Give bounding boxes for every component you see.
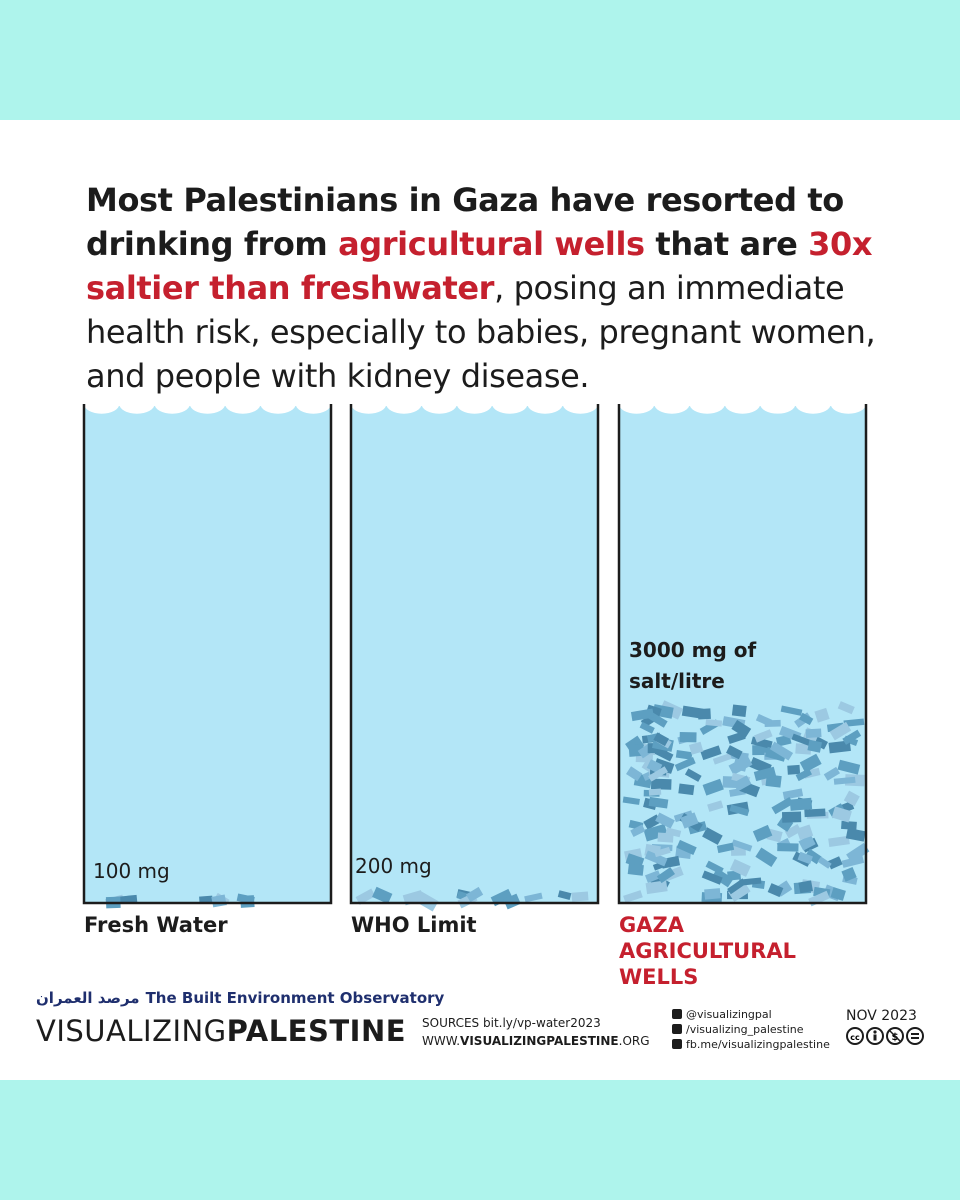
social-links: @visualizingpal /visualizing_palestine f… [672,1007,830,1052]
glass-water-0 [84,404,331,903]
by-icon [866,1027,884,1045]
headline-highlight-saltier: 30x saltier than freshwater [86,225,873,307]
social-twitter-label: @visualizingpal [686,1008,772,1021]
social-twitter[interactable]: @visualizingpal [672,1007,830,1022]
category-label-0: Fresh Water [84,913,228,937]
website-bold: VISUALIZINGPALESTINE [460,1034,619,1048]
observatory-english: The Built Environment Observatory [145,989,445,1007]
sources-link[interactable]: bit.ly/vp-water2023 [483,1016,601,1030]
headline-part3: , posing an immediate health risk, espec… [86,269,876,395]
glass-foam-0 [84,404,331,414]
headline-part2: that are [644,225,809,263]
value-label-1: 200 mg [355,853,432,878]
sources-prefix: SOURCES [422,1016,480,1030]
facebook-icon [672,1039,682,1049]
social-instagram[interactable]: /visualizing_palestine [672,1022,830,1037]
headline-part1: Most Palestinians in Gaza have resorted … [86,181,844,263]
brand-thin: VISUALIZING [36,1014,227,1048]
website-suffix: .ORG [618,1034,650,1048]
cc-icon: cc [846,1027,864,1045]
glass-outline-2 [617,404,868,905]
twitter-icon [672,1009,682,1019]
headline: Most Palestinians in Gaza have resorted … [86,178,886,398]
glass-foam-2 [619,404,866,414]
glass-outline-0 [82,404,333,905]
glass-water-1 [351,404,598,903]
brand-bold: PALESTINE [226,1014,407,1048]
svg-text:$: $ [892,1032,899,1043]
website-prefix: WWW. [422,1034,461,1048]
social-instagram-label: /visualizing_palestine [686,1023,804,1036]
value-label-0: 100 mg [93,859,170,883]
category-label-1: WHO Limit [351,913,477,937]
nc-icon: $ [886,1027,904,1045]
value-label-2: 3000 mg of salt/litre [629,638,757,694]
social-facebook[interactable]: fb.me/visualizingpalestine [672,1037,830,1052]
observatory-credit: مرصد العمران The Built Environment Observ… [36,989,444,1007]
svg-text:cc: cc [850,1033,860,1042]
publication-date: NOV 2023 [846,1008,917,1024]
instagram-icon [672,1024,682,1034]
license-icons: cc $ [846,1027,924,1045]
headline-highlight-agricultural-wells: agricultural wells [338,225,645,263]
sources-block: SOURCES bit.ly/vp-water2023 WWW.VISUALIZ… [422,1014,650,1050]
social-facebook-label: fb.me/visualizingpalestine [686,1038,830,1051]
salt-bar-2 [622,700,870,907]
observatory-arabic: مرصد العمران [36,989,140,1007]
category-label-2: GAZA AGRICULTURAL WELLS [619,913,797,989]
nd-icon [906,1027,924,1045]
glass-foam-1 [351,404,598,414]
brand-logo: VISUALIZINGPALESTINE [36,1014,406,1048]
glass-outline-1 [349,404,600,905]
website-link[interactable]: WWW.VISUALIZINGPALESTINE.ORG [422,1032,650,1050]
